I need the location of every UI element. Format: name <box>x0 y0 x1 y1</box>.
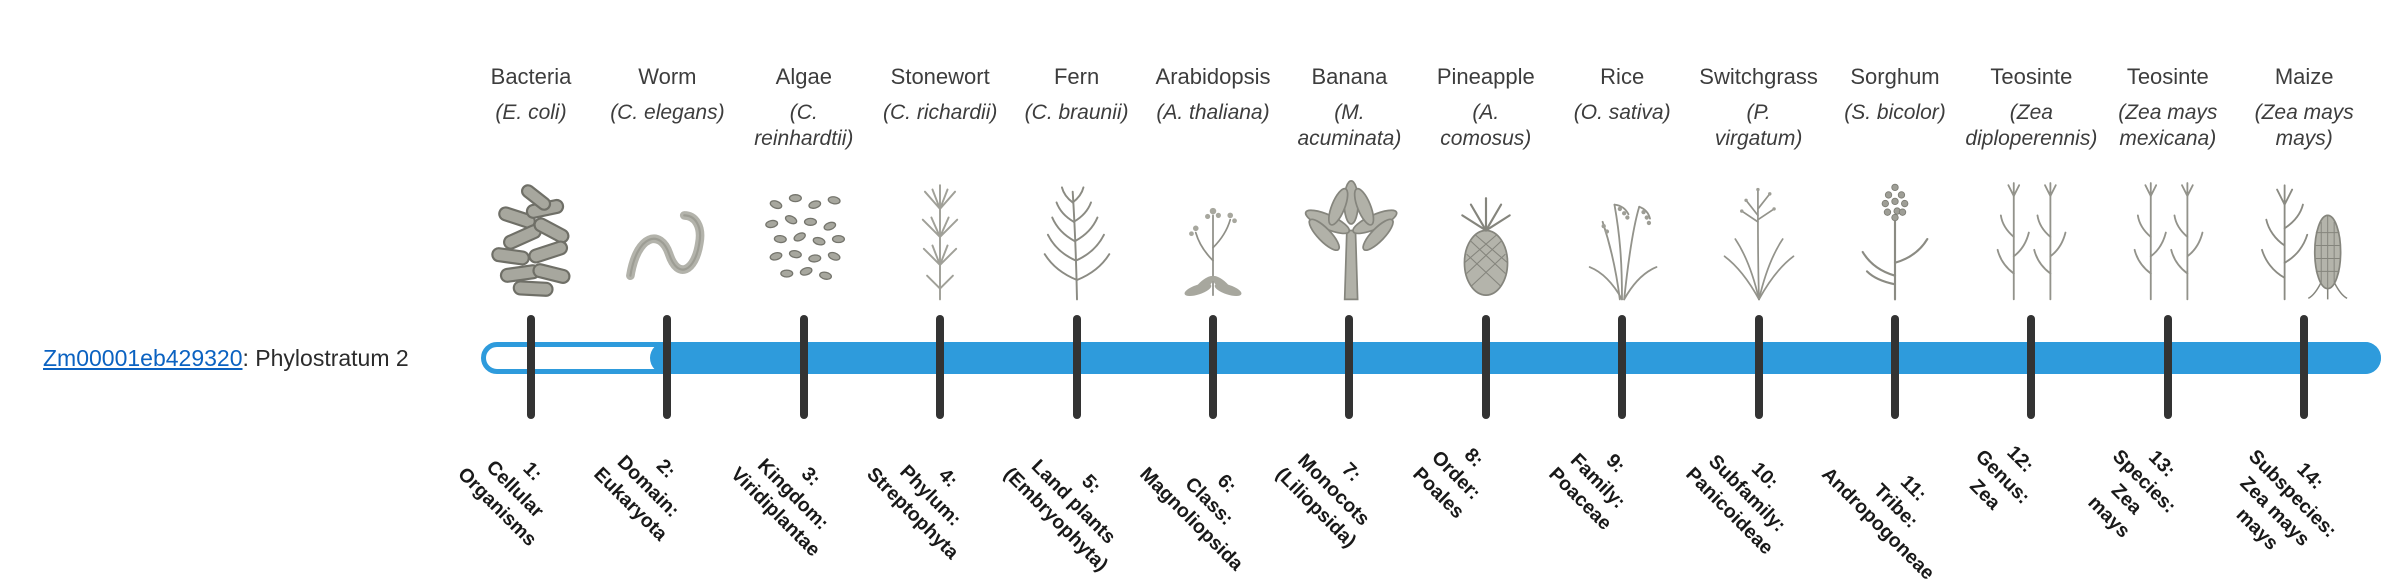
organism-common-name: Stonewort <box>890 64 990 89</box>
phylostratum-tick <box>1209 315 1217 419</box>
phylostratum-axis-label: 14: Subspecies: Zea mays mays <box>2231 445 2342 555</box>
phylostratum-axis-label: 3: Kingdom: Viridiplantae <box>726 454 833 562</box>
phylostratum-axis-label: 11: Tribe: Andropogoneae <box>1817 462 1939 580</box>
phylostratum-tick <box>2027 315 2036 419</box>
organism-scientific-name: (Zea mays mays) <box>2254 101 2354 151</box>
phylostratum-axis-label: 12: Genus: Zea <box>1965 441 2039 515</box>
organism-scientific-name: (Zea mays mexicana) <box>2118 101 2218 151</box>
bacteria-icon <box>476 168 586 308</box>
pineapple-icon <box>1431 168 1541 308</box>
organism-common-name: Teosinte <box>2126 64 2209 89</box>
organism-scientific-name: (Zea diploperennis) <box>1965 101 2098 151</box>
organism-scientific-name: (M. acuminata) <box>1297 101 1402 151</box>
phylostratum-tick <box>1891 315 1899 419</box>
phylostratum-axis-label: 7: Monocots (Liliopsida) <box>1271 449 1375 553</box>
organism-scientific-name: (C. reinhardtii) <box>754 101 854 151</box>
stonewort-icon <box>885 168 995 308</box>
phylostratum-tick <box>2163 315 2172 419</box>
phylostratum-axis-label: 6: Class: Magnoliopsida <box>1135 462 1248 576</box>
fern-icon <box>1022 168 1132 308</box>
phylostratum-axis-label: 1: Cellular Organisms <box>453 456 548 551</box>
organism-scientific-name: (C. braunii) <box>1024 101 1129 124</box>
phylostratum-tick <box>1754 315 1763 419</box>
organism-common-name: Arabidopsis <box>1155 64 1271 89</box>
phylostratum-tick <box>1618 315 1627 419</box>
phylostratum-axis-label: 2: Domain: Eukaryota <box>589 451 684 546</box>
algae-icon <box>749 168 859 308</box>
phylostratum-tick <box>799 315 808 419</box>
arabidopsis-icon <box>1158 168 1268 308</box>
teosinte-icon <box>1976 168 2086 308</box>
organism-common-name: Pineapple <box>1436 64 1535 89</box>
phylostratum-axis-label: 13: Species: Zea mays <box>2083 445 2181 543</box>
sorghum-icon <box>1840 168 1950 308</box>
gene-phylostratum-label: Zm00001eb429320: Phylostratum 2 <box>43 344 409 372</box>
organism-common-name: Algae <box>775 64 832 89</box>
phylostratum-tick <box>1481 315 1490 419</box>
organism-common-name: Switchgrass <box>1699 64 1818 89</box>
organism-scientific-name: (S. bicolor) <box>1844 101 1946 124</box>
phylostratum-axis-label: 5: Land plants (Embryophyta) <box>999 455 1120 576</box>
phylostratum-text: : Phylostratum 2 <box>242 345 409 371</box>
maize-icon <box>2249 168 2359 308</box>
organism-scientific-name: (C. richardii) <box>883 101 998 124</box>
phylostratum-tick <box>1072 315 1081 419</box>
phylostratum-tick <box>663 315 672 419</box>
phylostratum-tick <box>527 315 535 419</box>
worm-icon <box>612 168 722 308</box>
phylostratum-bar-fill <box>650 342 2381 374</box>
rice-icon <box>1567 168 1677 308</box>
organism-scientific-name: (C. elegans) <box>610 101 725 124</box>
organism-scientific-name: (O. sativa) <box>1573 101 1671 124</box>
organism-common-name: Rice <box>1600 64 1645 89</box>
organism-common-name: Fern <box>1053 64 1100 89</box>
organism-common-name: Teosinte <box>1990 64 2073 89</box>
teosinte-icon <box>2113 168 2223 308</box>
phylostratum-tick <box>2300 315 2309 419</box>
gene-id-link[interactable]: Zm00001eb429320 <box>43 345 243 371</box>
organism-common-name: Maize <box>2274 64 2334 89</box>
organism-common-name: Worm <box>638 64 697 89</box>
phylostratum-axis-label: 8: Order: Poales <box>1408 443 1488 524</box>
organism-scientific-name: (A. thaliana) <box>1156 101 1270 124</box>
phylostratum-axis-label: 9: Family: Poaceae <box>1544 449 1630 535</box>
phylostratum-tick <box>1345 315 1354 419</box>
banana-icon <box>1294 168 1404 308</box>
organism-scientific-name: (P. virgatum) <box>1714 101 1803 151</box>
phylostratum-axis-label: 10: Subfamily: Panicoideae <box>1681 450 1790 560</box>
organism-common-name: Banana <box>1311 64 1388 89</box>
organism-common-name: Bacteria <box>490 64 572 89</box>
organism-common-name: Sorghum <box>1850 64 1940 89</box>
phylostratum-axis-label: 4: Phylum: Streptophyta <box>862 460 966 564</box>
organism-scientific-name: (E. coli) <box>495 101 567 124</box>
organism-scientific-name: (A. comosus) <box>1440 101 1532 151</box>
phylostratum-tick <box>936 315 945 419</box>
switchgrass-icon <box>1704 168 1814 308</box>
